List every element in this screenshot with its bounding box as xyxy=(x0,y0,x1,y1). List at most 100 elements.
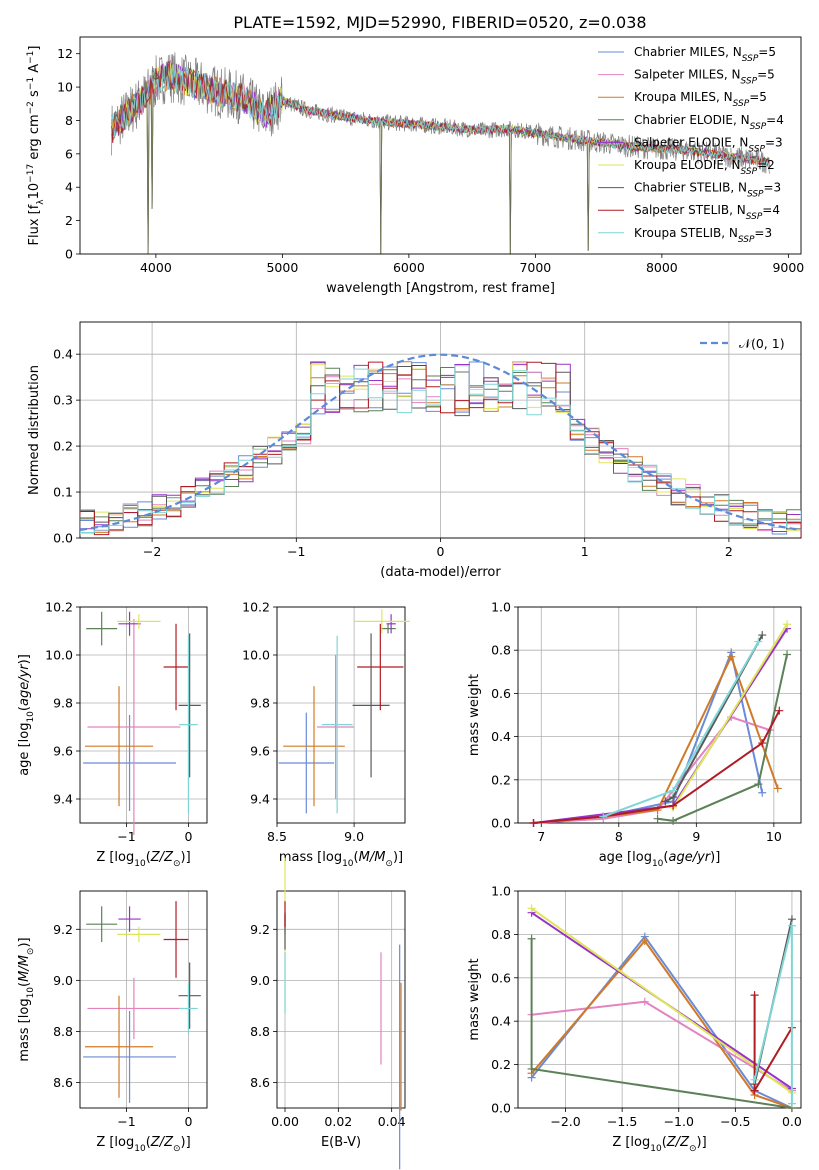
label-part: SSP xyxy=(741,167,758,177)
massweight-marker xyxy=(669,801,678,810)
label-part: )] xyxy=(181,850,191,865)
y-tick-label: 0.4 xyxy=(491,1014,511,1029)
label-part: ( xyxy=(354,850,359,865)
x-tick-label: −1.5 xyxy=(607,1114,637,1129)
label-part: mass [log xyxy=(279,850,342,865)
label-part: Z/Z xyxy=(150,850,174,865)
massweight-marker xyxy=(787,1099,796,1108)
massweight-marker xyxy=(661,797,670,806)
y-tick-label: 10.2 xyxy=(242,600,270,615)
y-tick-label: 8 xyxy=(65,113,73,128)
label-part: A xyxy=(27,64,42,77)
x-axis-label: age [log10(age/yr)] xyxy=(599,850,721,869)
massweight-marker xyxy=(527,904,536,913)
legend-entry: Kroupa MILES, NSSP=5 xyxy=(634,90,767,109)
massweight-marker xyxy=(783,620,792,629)
y-tick-label: 0.4 xyxy=(53,347,73,362)
y-axis-label: Normed distribution xyxy=(27,365,42,495)
x-tick-label: −2 xyxy=(143,544,161,559)
massweight-marker xyxy=(750,1086,759,1095)
label-part: Chabrier STELIB, N xyxy=(634,181,747,195)
x-tick-label: 0 xyxy=(184,1114,192,1129)
x-tick-label: −2.0 xyxy=(550,1114,580,1129)
y-tick-label: 9.6 xyxy=(53,744,73,759)
legend-entry: Chabrier STELIB, NSSP=3 xyxy=(634,181,781,200)
y-tick-label: 10.0 xyxy=(242,648,270,663)
y-tick-label: 9.0 xyxy=(53,973,73,988)
y-tick-label: 0.2 xyxy=(491,1057,511,1072)
massweight-marker xyxy=(669,816,678,825)
age-vs-metallicity-panel: −1 09.49.69.810.010.2Z [log10(Z/Z⊙)]age [… xyxy=(17,600,208,869)
label-part: −1 xyxy=(26,77,36,90)
label-part: =3 xyxy=(754,226,772,240)
x-axis-label: E(B-V) xyxy=(321,1135,361,1150)
massweight-line xyxy=(530,939,793,1109)
y-tick-label: 9.2 xyxy=(250,922,270,937)
label-part: )] xyxy=(17,937,32,947)
massweight-marker xyxy=(758,739,767,748)
massweight-marker xyxy=(529,819,538,827)
massweight-line xyxy=(531,1000,793,1092)
x-tick-label: 9000 xyxy=(772,260,804,275)
label-part: SSP xyxy=(750,122,767,132)
axes-frame xyxy=(79,36,802,255)
massweight-marker xyxy=(758,631,767,640)
label-part: )] xyxy=(181,1135,191,1150)
y-tick-label: 9.0 xyxy=(250,973,270,988)
label-part: M/M xyxy=(359,850,386,865)
axes-frame xyxy=(79,321,802,539)
y-tick-label: 0.2 xyxy=(53,439,73,454)
axes-frame xyxy=(79,606,208,824)
massweight-marker xyxy=(669,786,678,795)
x-tick-label: 9 xyxy=(692,829,700,844)
label-part: 10 xyxy=(342,859,354,869)
label-part: mass [log xyxy=(17,998,32,1061)
x-tick-label: 0.04 xyxy=(378,1114,406,1129)
label-part: SSP xyxy=(738,235,755,245)
y-axis-label: Flux [fλ10−17 erg cm−2 s−1 A−1] xyxy=(26,46,46,246)
label-part: =5 xyxy=(758,45,776,59)
axes-frame xyxy=(276,890,406,1109)
spectrum-panel: 4000 5000 6000 7000 8000 9000 0 2 4 6 8 10 12 wavelen… xyxy=(26,36,804,296)
label-part: age [log xyxy=(17,723,32,776)
x-tick-label: 7000 xyxy=(519,260,551,275)
label-part: ⊙ xyxy=(385,859,393,869)
label-part: Salpeter ELODIE, N xyxy=(634,135,748,149)
x-tick-label: 10 xyxy=(766,829,782,844)
spectrum-model-line xyxy=(111,61,770,254)
massweight-marker xyxy=(527,934,536,943)
label-part: 10 xyxy=(27,183,42,200)
label-part: Chabrier ELODIE, N xyxy=(634,113,750,127)
x-tick-label: 5000 xyxy=(266,260,298,275)
label-part: 10 xyxy=(134,859,146,869)
label-part: Z/Z xyxy=(666,1135,690,1150)
x-tick-label: −1 xyxy=(117,829,135,844)
massweight-marker xyxy=(754,780,763,789)
y-tick-label: 0.2 xyxy=(491,772,511,787)
label-part: Chabrier MILES, N xyxy=(634,45,742,59)
x-axis-label: mass [log10(M/M⊙)] xyxy=(279,850,403,869)
y-tick-label: 2 xyxy=(65,213,73,228)
x-tick-label: 7 xyxy=(537,829,545,844)
label-part: Z/Z xyxy=(150,1135,174,1150)
label-part: SSP xyxy=(748,144,765,154)
label-part: =2 xyxy=(757,158,775,172)
label-part: Flux [f xyxy=(27,204,42,245)
y-tick-label: 9.6 xyxy=(250,744,270,759)
y-tick-label: 9.2 xyxy=(53,922,73,937)
legend-entry: Kroupa ELODIE, NSSP=2 xyxy=(634,158,775,177)
massweight-marker xyxy=(527,1064,536,1073)
massweight-marker xyxy=(640,997,649,1006)
x-tick-label: 0.02 xyxy=(324,1114,352,1129)
y-tick-label: 4 xyxy=(65,180,73,195)
y-tick-label: 8.6 xyxy=(53,1075,73,1090)
label-part: ⊙ xyxy=(689,1144,697,1154)
axes-frame xyxy=(276,606,406,824)
x-axis-label: Z [log10(Z/Z⊙)] xyxy=(96,850,190,869)
y-tick-label: 10.2 xyxy=(45,600,73,615)
label-part: ( xyxy=(146,850,151,865)
label-part: Kroupa MILES, N xyxy=(634,90,733,104)
mass-vs-metallicity-panel: −1 08.68.89.09.2Z [log10(Z/Z⊙)]mass [log1… xyxy=(17,890,208,1154)
y-tick-label: 9.8 xyxy=(53,696,73,711)
label-part: ( xyxy=(663,850,668,865)
